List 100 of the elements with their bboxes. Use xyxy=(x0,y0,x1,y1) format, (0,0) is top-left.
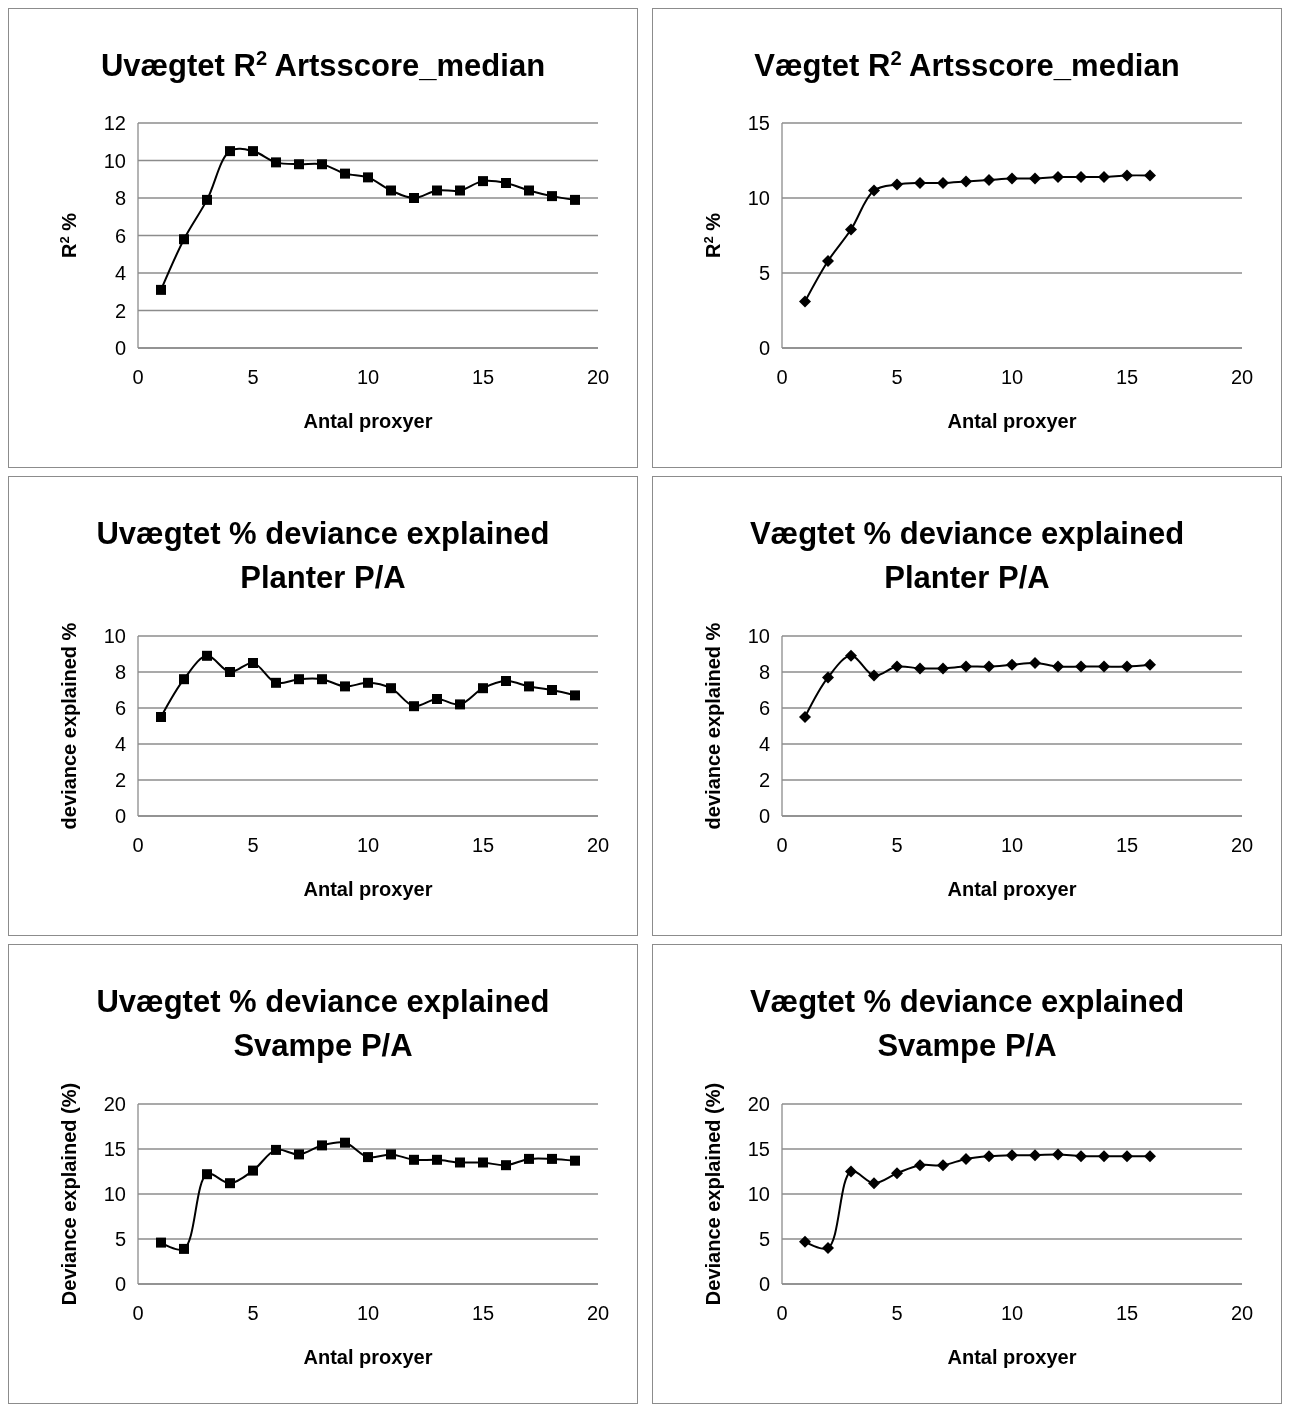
point xyxy=(914,1159,926,1172)
point xyxy=(1029,657,1041,669)
point xyxy=(1144,658,1156,671)
y-tick-label: 4 xyxy=(114,733,126,755)
point xyxy=(1121,169,1133,182)
point xyxy=(914,662,926,675)
point xyxy=(1052,1148,1064,1161)
x-tick-label: 15 xyxy=(1115,366,1139,388)
point xyxy=(156,284,166,295)
x-tick-label: 0 xyxy=(132,366,144,388)
chart-title: Uvægtet % deviance explained Svampe P/A xyxy=(96,984,550,1063)
point xyxy=(202,1169,212,1180)
chart-title: Vægtet % deviance explained Planter P/A xyxy=(749,516,1185,595)
x-tick-label: 0 xyxy=(776,834,788,856)
point xyxy=(294,1149,304,1160)
point xyxy=(960,175,972,188)
point xyxy=(891,660,903,673)
x-tick-label: 0 xyxy=(776,366,788,388)
point xyxy=(1029,1149,1041,1162)
point xyxy=(409,193,419,203)
x-tick-label: 5 xyxy=(891,366,903,388)
y-tick-label: 6 xyxy=(114,697,126,719)
y-tick-label: 0 xyxy=(114,337,126,359)
x-tick-label: 5 xyxy=(247,1302,259,1324)
point xyxy=(1144,1150,1156,1163)
point xyxy=(960,660,972,673)
y-tick-label: 15 xyxy=(747,1138,770,1160)
point xyxy=(845,649,857,662)
x-tick-label: 15 xyxy=(471,834,495,856)
y-tick-label: 0 xyxy=(114,1273,126,1295)
y-axis-title: deviance explained % xyxy=(58,622,80,830)
y-tick-label: 15 xyxy=(747,112,770,134)
y-tick-label: 5 xyxy=(758,1228,770,1250)
y-tick-label: 10 xyxy=(103,625,126,647)
x-axis-title: Antal proxyer xyxy=(303,410,433,432)
point xyxy=(937,662,949,675)
y-tick-label: 4 xyxy=(758,733,770,755)
x-tick-label: 10 xyxy=(356,366,380,388)
point xyxy=(179,1243,189,1254)
point xyxy=(914,177,926,189)
point xyxy=(225,1178,235,1189)
point xyxy=(340,168,350,179)
point xyxy=(478,1157,488,1168)
point xyxy=(1052,171,1064,183)
x-tick-label: 20 xyxy=(1230,1302,1254,1324)
y-tick-label: 8 xyxy=(114,187,126,209)
point xyxy=(1144,169,1156,182)
point xyxy=(179,234,189,245)
y-tick-label: 15 xyxy=(103,1138,126,1160)
y-tick-label: 2 xyxy=(114,769,126,791)
x-tick-label: 15 xyxy=(1115,1302,1139,1324)
point xyxy=(225,146,235,157)
x-axis-title: Antal proxyer xyxy=(947,1346,1077,1368)
point xyxy=(868,184,880,197)
point xyxy=(156,712,166,722)
point xyxy=(547,1153,557,1164)
chart-title: Uvægtet % deviance explained Planter P/A xyxy=(96,516,550,595)
x-tick-label: 20 xyxy=(586,1302,610,1324)
y-axis-title: deviance explained % xyxy=(702,622,724,830)
chart-title: Vægtet % deviance explained Svampe P/A xyxy=(749,984,1185,1063)
y-tick-label: 8 xyxy=(114,661,126,683)
point xyxy=(455,1157,465,1168)
point xyxy=(524,185,534,196)
point xyxy=(432,185,442,196)
y-tick-label: 6 xyxy=(758,697,770,719)
y-tick-label: 0 xyxy=(758,805,770,827)
chart-title: Vægtet R$^{2}$ Artsscore_median xyxy=(754,47,1180,83)
point xyxy=(822,671,834,684)
point xyxy=(983,174,995,186)
point xyxy=(1006,1149,1018,1162)
x-tick-label: 20 xyxy=(586,834,610,856)
point xyxy=(386,1149,396,1160)
y-tick-label: 20 xyxy=(747,1093,770,1115)
x-tick-label: 10 xyxy=(1000,834,1024,856)
point xyxy=(317,1140,327,1151)
point xyxy=(799,1235,811,1248)
x-tick-label: 20 xyxy=(1230,834,1254,856)
x-tick-label: 10 xyxy=(356,834,380,856)
point xyxy=(501,178,511,188)
point xyxy=(271,1144,281,1155)
point xyxy=(1075,660,1087,673)
x-tick-label: 0 xyxy=(132,834,144,856)
y-tick-label: 5 xyxy=(758,262,770,284)
y-axis-title: Deviance explained (%) xyxy=(58,1082,80,1306)
y-tick-label: 6 xyxy=(114,224,126,247)
point xyxy=(1075,1150,1087,1163)
x-tick-label: 15 xyxy=(1115,834,1139,856)
point xyxy=(1075,171,1087,183)
y-tick-label: 4 xyxy=(114,262,126,284)
point xyxy=(432,1154,442,1165)
y-tick-label: 10 xyxy=(747,625,770,647)
point xyxy=(432,694,442,704)
point xyxy=(156,1237,166,1248)
x-tick-label: 5 xyxy=(247,834,259,856)
point xyxy=(478,176,488,187)
point xyxy=(225,667,235,677)
point xyxy=(501,1160,511,1171)
point xyxy=(363,172,373,183)
point xyxy=(409,701,419,712)
point xyxy=(570,690,580,701)
